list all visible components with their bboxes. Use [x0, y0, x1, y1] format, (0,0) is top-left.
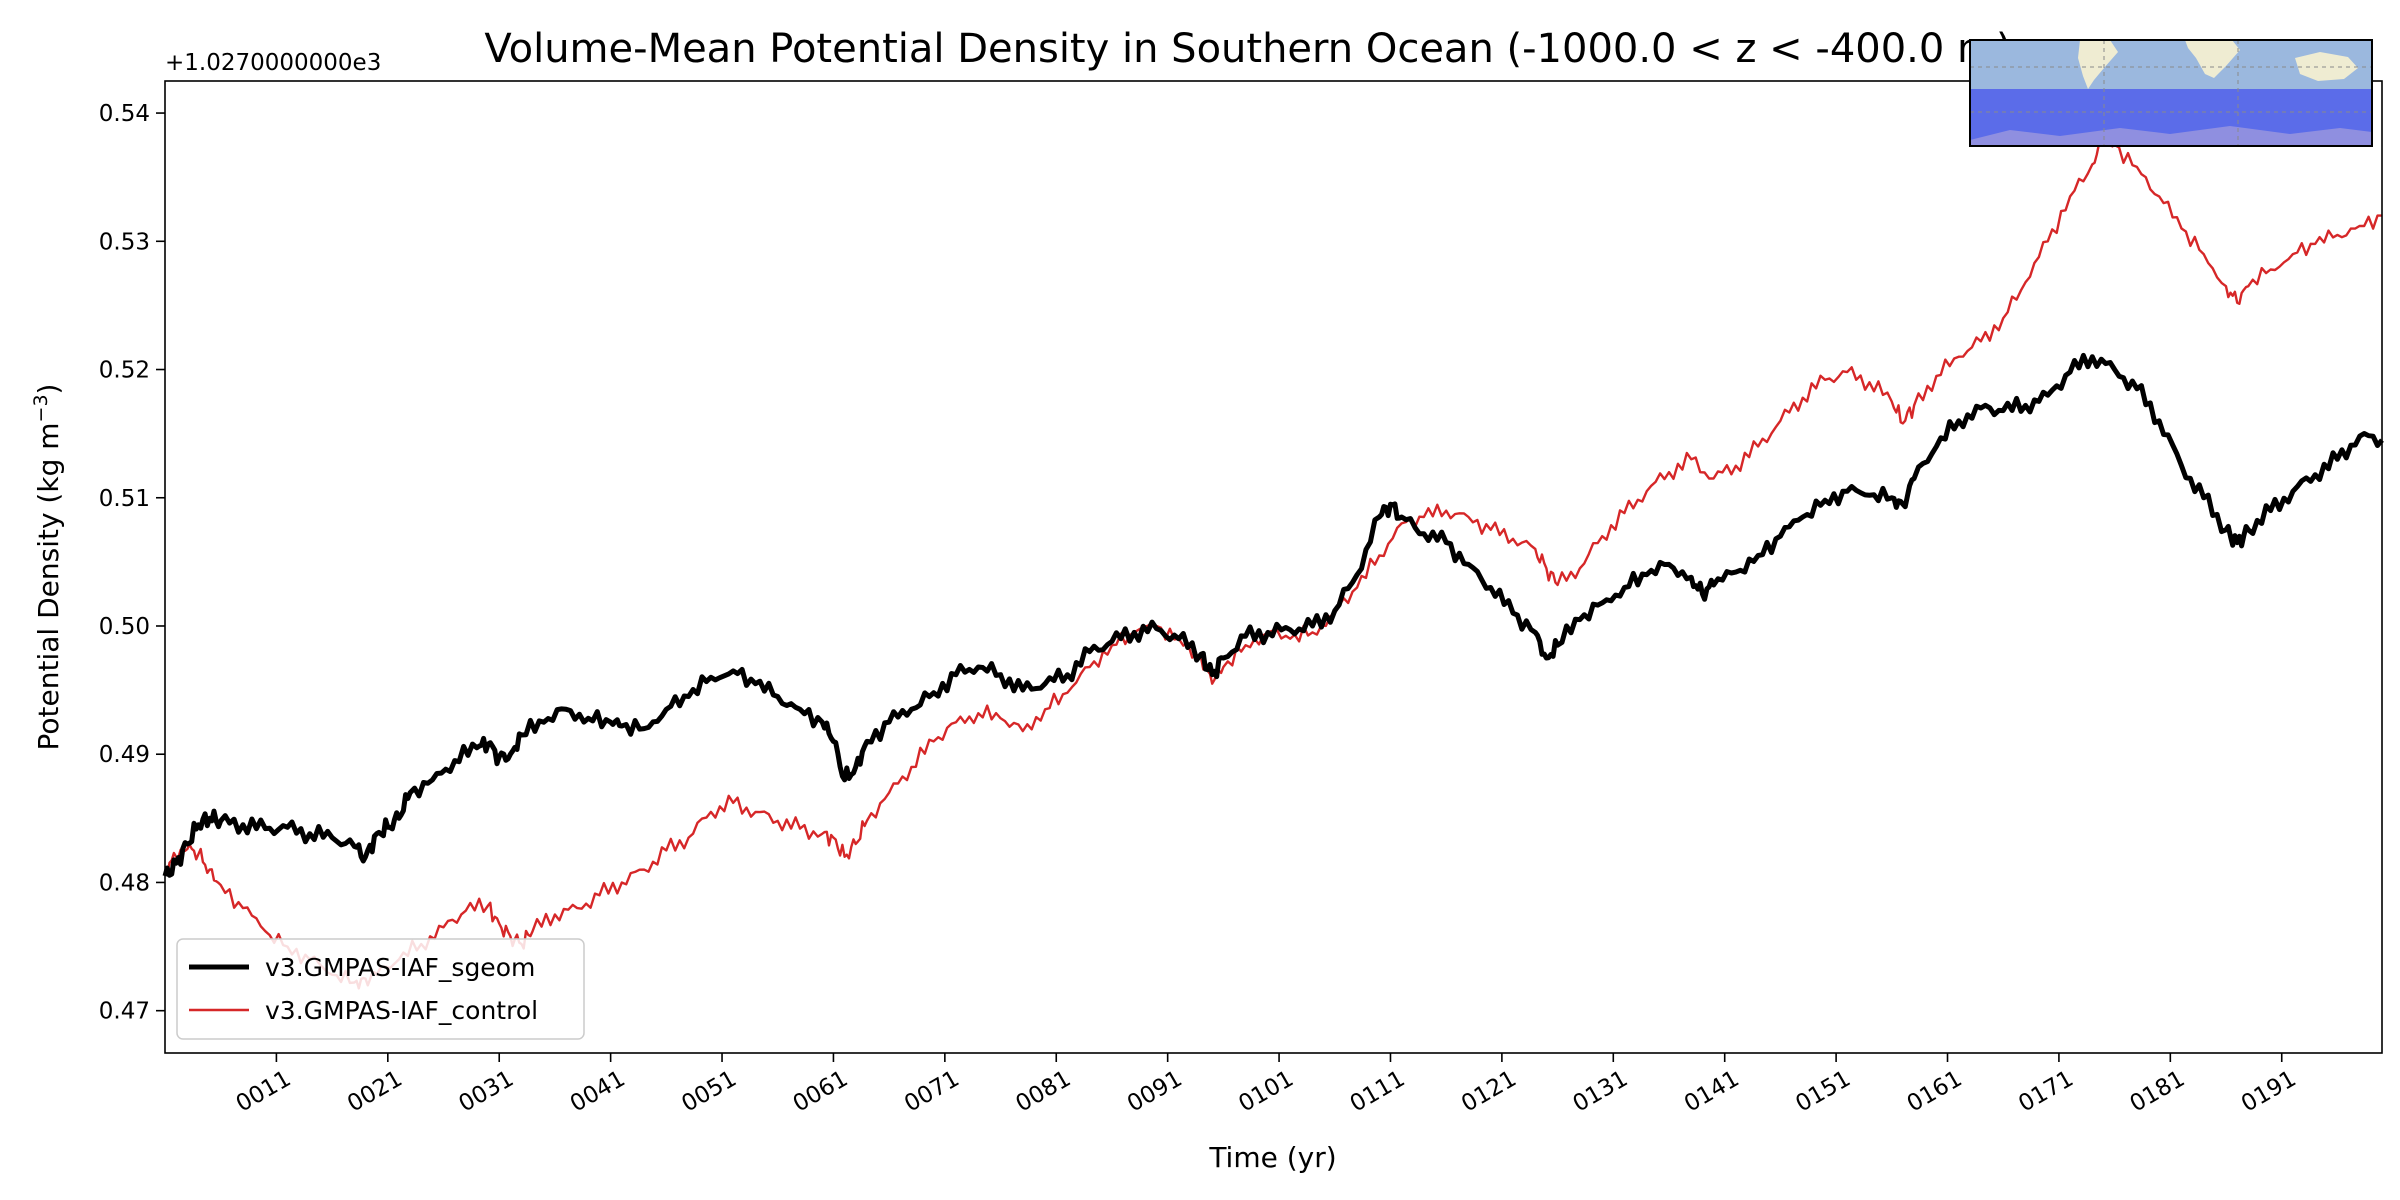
y-tick-label: 0.48	[99, 870, 150, 896]
y-tick-label: 0.52	[99, 358, 150, 384]
y-tick-label: 0.49	[99, 742, 150, 768]
inset-map-land-africa	[2185, 40, 2240, 78]
y-axis-label-main: Potential Density (kg m	[32, 422, 65, 750]
y-axis-label: Potential Density (kg m−3)	[30, 384, 65, 751]
series-line-sgeom	[162, 352, 2384, 878]
y-axis-label-sup: −3	[30, 394, 52, 422]
legend: v3.GMPAS-IAF_sgeom v3.GMPAS-IAF_control	[176, 938, 585, 1040]
y-tick-label: 0.54	[99, 101, 150, 127]
y-tick-label: 0.53	[99, 229, 150, 255]
chart-title: Volume-Mean Potential Density in Souther…	[484, 26, 2011, 72]
plot-area	[162, 80, 2384, 1054]
legend-box	[176, 938, 585, 1040]
y-tick-label: 0.51	[99, 486, 150, 512]
y-tick-label: 0.50	[99, 614, 150, 640]
plot-background	[165, 81, 2382, 1053]
y-axis: 0.47 0.48 0.49 0.50 0.51 0.52 0.53 0.54	[99, 101, 165, 1025]
legend-label-sgeom: v3.GMPAS-IAF_sgeom	[265, 953, 535, 982]
inset-map-frame	[1969, 39, 2373, 147]
inset-map-land-south-america	[2078, 40, 2118, 89]
inset-map-land-australia	[2295, 52, 2358, 81]
x-axis-label: Time (yr)	[1208, 1141, 1336, 1174]
series-line-control	[163, 133, 2382, 990]
y-offset-text: +1.0270000000e3	[165, 50, 381, 76]
y-axis-label-close: )	[32, 384, 65, 395]
series-layer	[162, 133, 2384, 990]
legend-label-control: v3.GMPAS-IAF_control	[265, 996, 538, 1025]
inset-map-antarctica	[1970, 126, 2372, 146]
y-tick-label: 0.47	[99, 999, 150, 1025]
inset-map	[1969, 39, 2373, 147]
plot-frame	[164, 80, 2383, 1054]
